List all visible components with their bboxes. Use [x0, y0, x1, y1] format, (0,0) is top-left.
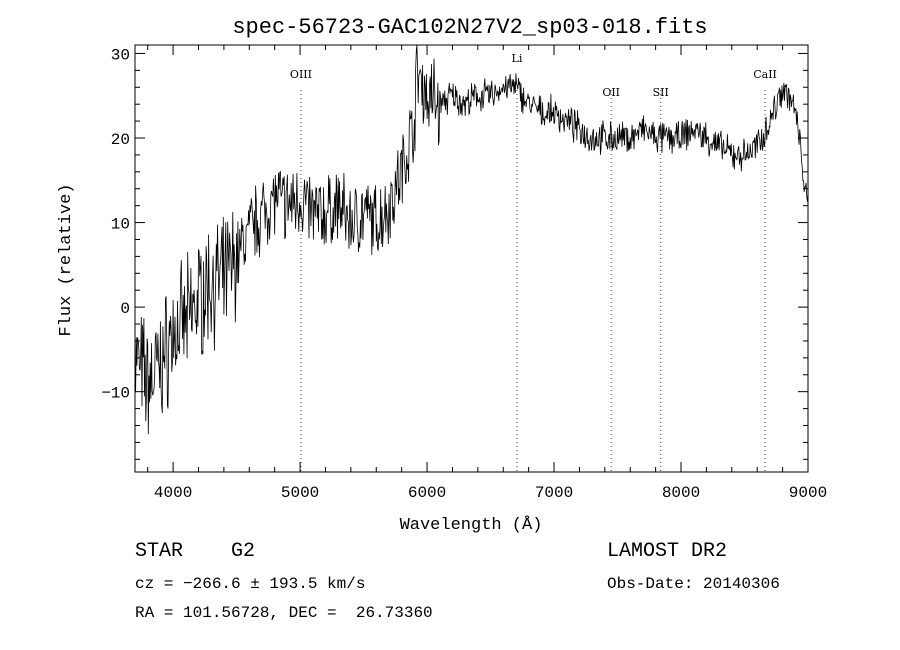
- x-axis-label: Wavelength (Å): [400, 516, 543, 535]
- y-tick-label: 0: [120, 300, 130, 318]
- x-tick-label: 6000: [408, 484, 446, 502]
- x-tick-label: 8000: [662, 484, 700, 502]
- x-tick-label: 4000: [154, 484, 192, 502]
- spectral-line-markers: OIII Li OII SII CaII: [290, 52, 777, 472]
- y-tick-label: −10: [101, 385, 130, 403]
- observation-date: Obs-Date: 20140306: [607, 575, 780, 593]
- survey-name: LAMOST DR2: [607, 540, 728, 563]
- x-tick-label: 7000: [535, 484, 573, 502]
- spectrum-line: [134, 44, 809, 435]
- y-tick-label: 20: [111, 131, 130, 149]
- redshift-value: cz = −266.6 ± 193.5 km/s: [135, 575, 366, 593]
- line-label-li: Li: [512, 52, 523, 65]
- x-tick-label: 5000: [281, 484, 319, 502]
- star-class: STAR G2: [135, 540, 256, 563]
- chart-title: spec-56723-GAC102N27V2_sp03-018.fits: [232, 15, 707, 40]
- plot-frame: [134, 44, 809, 473]
- coordinates: RA = 101.56728, DEC = 26.73360: [135, 604, 433, 622]
- line-label-caii: CaII: [753, 68, 777, 81]
- line-label-oiii: OIII: [290, 68, 312, 81]
- x-tick-label: 9000: [789, 484, 827, 502]
- y-tick-label: 10: [111, 216, 130, 234]
- x-axis-ticks: 4000 5000 6000 7000 8000 9000: [147, 45, 827, 502]
- y-axis-label: Flux (relative): [57, 183, 76, 336]
- y-axis-ticks: −10 0 10 20 30: [101, 46, 808, 460]
- y-tick-label: 30: [111, 46, 130, 64]
- spectrum-series: [134, 44, 809, 435]
- line-label-sii: SII: [653, 86, 669, 99]
- line-label-oii: OII: [602, 86, 620, 99]
